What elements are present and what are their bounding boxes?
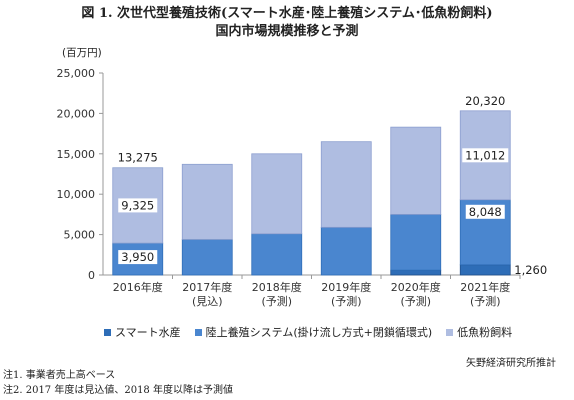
- data-label: 13,275: [118, 151, 158, 165]
- data-label-bg: [118, 198, 158, 213]
- data-label-bg: [118, 250, 158, 265]
- data-label: 1,260: [514, 263, 547, 277]
- y-tick-label: 10,000: [57, 188, 96, 201]
- bar-segment: [320, 141, 372, 228]
- chart-subtitle: 国内市場規模推移と予測: [215, 24, 359, 39]
- x-tick-label-sub: (予測): [470, 294, 501, 308]
- x-tick-label: 2018年度: [252, 280, 302, 294]
- bar-segment: [251, 153, 303, 235]
- y-tick-label: 15,000: [57, 148, 96, 161]
- x-tick-label: 2019年度: [321, 280, 371, 294]
- stacked-bar-chart: 0 5,000 10,000 15,000 20,000 25,000 2016年度 2017…: [57, 67, 548, 308]
- chart-title: 図 1. 次世代型養殖技術(スマート水産･陸上養殖システム･低魚粉飼料): [81, 6, 493, 21]
- bar-segment: [390, 213, 442, 271]
- legend-swatch-land: [194, 328, 202, 336]
- data-label-bg: [462, 148, 509, 163]
- legend-swatch-feed: [446, 328, 454, 336]
- x-tick-label: 2017年度: [182, 280, 232, 294]
- bar-segment: [181, 163, 233, 240]
- data-label: 8,048: [469, 205, 502, 219]
- y-tick-label: 5,000: [64, 229, 96, 242]
- note-1: 注1. 事業者売上高ベース: [3, 370, 116, 381]
- y-tick-label: 25,000: [57, 67, 96, 80]
- legend-swatch-smart: [104, 328, 111, 336]
- data-label: 3,950: [121, 250, 154, 264]
- x-tick-label: 2016年度: [113, 280, 163, 294]
- x-tick-label-sub: (予測): [400, 294, 431, 308]
- bar-segment: [390, 269, 442, 276]
- y-unit-label: (百万円): [62, 47, 102, 59]
- y-tick-label: 20,000: [57, 107, 96, 120]
- x-tick-label-sub: (予測): [331, 294, 362, 308]
- bar-segment: [320, 226, 372, 276]
- x-tick-label-sub: (見込): [192, 295, 223, 308]
- bar-segment: [181, 239, 233, 276]
- bar-segment: [390, 126, 442, 215]
- data-label: 9,325: [121, 198, 154, 212]
- data-label-bg: [465, 204, 505, 219]
- source-credit: 矢野経済研究所推計: [466, 358, 556, 369]
- legend-label-land: 陸上養殖システム(掛け流し方式+閉鎖循環式): [205, 326, 433, 339]
- bar-segment: [459, 264, 511, 276]
- x-tick-label: 2020年度: [391, 280, 441, 294]
- legend: スマート水産 陸上養殖システム(掛け流し方式+閉鎖循環式) 低魚粉飼料: [104, 324, 522, 340]
- data-label: 11,012: [465, 148, 505, 162]
- data-label: 20,320: [465, 94, 505, 108]
- y-tick-label: 0: [88, 269, 95, 282]
- legend-label-smart: スマート水産: [115, 326, 181, 339]
- x-tick-label-sub: (予測): [261, 294, 292, 308]
- legend-label-feed: 低魚粉飼料: [457, 326, 513, 339]
- bar-segment: [251, 233, 303, 276]
- note-2: 注2. 2017 年度は見込値、2018 年度以降は予測値: [3, 385, 233, 396]
- x-tick-label: 2021年度: [460, 280, 510, 294]
